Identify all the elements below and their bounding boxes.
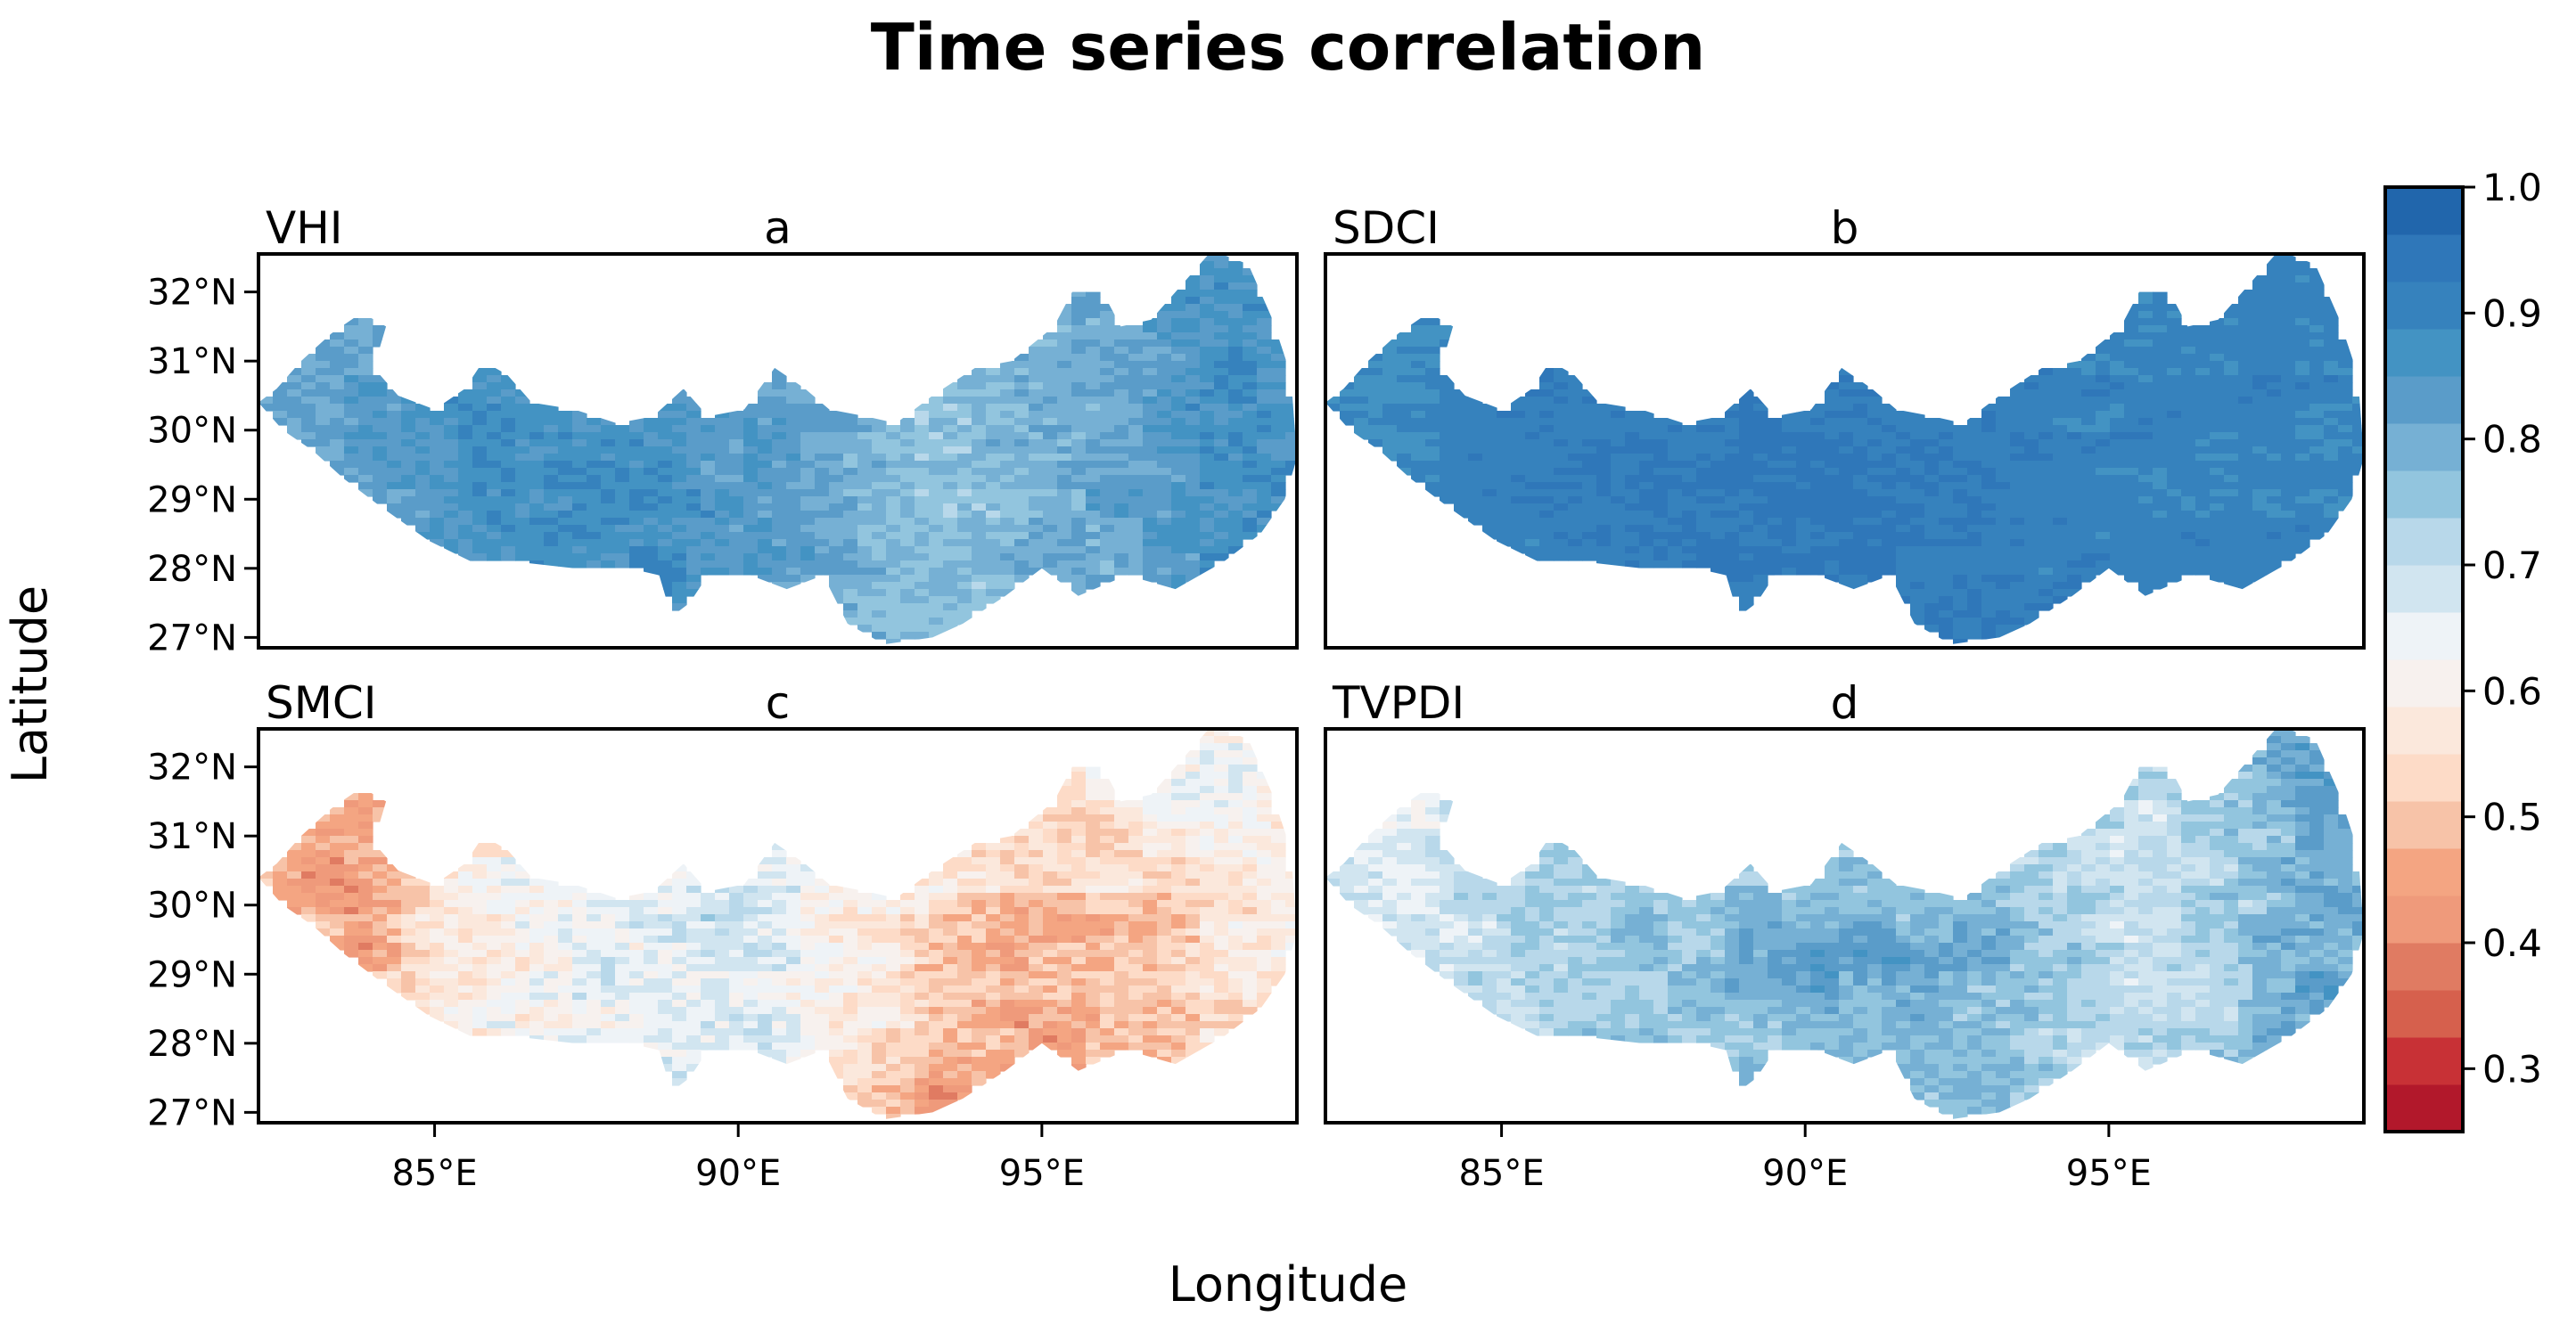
y-tick-label: 30°N xyxy=(147,886,237,927)
y-tick-label: 28°N xyxy=(147,1024,237,1065)
y-tick-label: 27°N xyxy=(147,618,237,658)
colorbar-tick-label: 0.6 xyxy=(2482,669,2542,713)
panel-letter: b xyxy=(1831,202,1859,254)
chart-title: Time series correlation xyxy=(871,10,1705,85)
colorbar-swatch xyxy=(2385,612,2463,660)
colorbar-swatch xyxy=(2385,1037,2463,1085)
y-tick-label: 29°N xyxy=(147,954,237,995)
colorbar-swatch xyxy=(2385,707,2463,755)
panel-index-name: VHI xyxy=(266,202,343,254)
x-tick-label: 95°E xyxy=(999,1153,1085,1194)
x-tick-label: 90°E xyxy=(695,1153,781,1194)
panel-frame xyxy=(1324,252,2366,650)
colorbar-swatch xyxy=(2385,376,2463,424)
colorbar-swatch xyxy=(2385,754,2463,802)
panel-letter: a xyxy=(764,202,792,254)
x-tick-label: 85°E xyxy=(391,1153,477,1194)
map-panel-a: VHI a 27°N 28°N 29°N 30°N 31°N 32°N xyxy=(147,202,1299,658)
y-tick-label: 32°N xyxy=(147,273,237,314)
colorbar-swatch xyxy=(2385,234,2463,282)
colorbar-tick-label: 0.3 xyxy=(2482,1047,2542,1091)
x-tick-label: 90°E xyxy=(1762,1153,1848,1194)
y-tick-label: 28°N xyxy=(147,549,237,590)
colorbar-swatch xyxy=(2385,659,2463,707)
colorbar-tick-label: 0.8 xyxy=(2482,418,2542,462)
map-panel-b: SDCI b xyxy=(1324,202,2366,650)
x-axis-label: Longitude xyxy=(1169,1256,1408,1313)
map-panel-d: TVPDI d 85°E 90°E 95°E xyxy=(1324,677,2366,1194)
colorbar-tick-label: 1.0 xyxy=(2482,166,2542,209)
y-axis-label: Latitude xyxy=(2,585,58,783)
colorbar-swatch xyxy=(2385,801,2463,849)
colorbar-swatch xyxy=(2385,1084,2463,1133)
map-panel-c: SMCI c 27°N 28°N 29°N 30°N 31°N 32°N 85°E 90°E 95°… xyxy=(147,677,1299,1194)
panel-index-name: SDCI xyxy=(1333,202,1440,254)
y-tick-label: 30°N xyxy=(147,411,237,452)
correlation-raster-a xyxy=(258,254,1297,645)
colorbar-swatch xyxy=(2385,423,2463,471)
correlation-raster-d xyxy=(1325,729,2364,1120)
y-tick-label: 32°N xyxy=(147,748,237,789)
panel-index-name: TVPDI xyxy=(1332,677,1464,729)
y-tick-label: 31°N xyxy=(147,341,237,382)
panel-frame xyxy=(257,252,1299,650)
colorbar-swatch xyxy=(2385,896,2463,944)
colorbar-swatch xyxy=(2385,518,2463,566)
panel-index-name: SMCI xyxy=(266,677,377,729)
colorbar: 0.3 0.4 0.5 0.6 0.7 0.8 0.9 1.0 xyxy=(2383,166,2542,1133)
panel-letter: c xyxy=(766,677,791,729)
colorbar-tick-label: 0.9 xyxy=(2482,291,2542,335)
y-tick-label: 31°N xyxy=(147,816,237,857)
correlation-raster-b xyxy=(1325,254,2364,645)
colorbar-swatch xyxy=(2385,329,2463,377)
x-tick-label: 85°E xyxy=(1458,1153,1544,1194)
correlation-raster-c xyxy=(258,729,1297,1120)
colorbar-frame xyxy=(2383,185,2465,1133)
colorbar-swatch xyxy=(2385,565,2463,613)
y-tick-label: 27°N xyxy=(147,1092,237,1133)
colorbar-swatch xyxy=(2385,470,2463,519)
map-panels: VHI a 27°N 28°N 29°N 30°N 31°N 32°N SDCI b SMCI c 27… xyxy=(147,202,2366,1194)
panel-frame xyxy=(257,727,1299,1125)
colorbar-tick-label: 0.4 xyxy=(2482,921,2542,965)
colorbar-swatch xyxy=(2385,943,2463,991)
panel-frame xyxy=(1324,727,2366,1125)
colorbar-tick-label: 0.5 xyxy=(2482,796,2542,839)
colorbar-swatch xyxy=(2385,187,2463,235)
colorbar-swatch xyxy=(2385,282,2463,330)
y-tick-label: 29°N xyxy=(147,479,237,520)
colorbar-tick-label: 0.7 xyxy=(2482,544,2542,587)
colorbar-swatch xyxy=(2385,848,2463,896)
colorbar-swatch xyxy=(2385,990,2463,1038)
x-tick-label: 95°E xyxy=(2066,1153,2152,1194)
panel-letter: d xyxy=(1831,677,1859,729)
